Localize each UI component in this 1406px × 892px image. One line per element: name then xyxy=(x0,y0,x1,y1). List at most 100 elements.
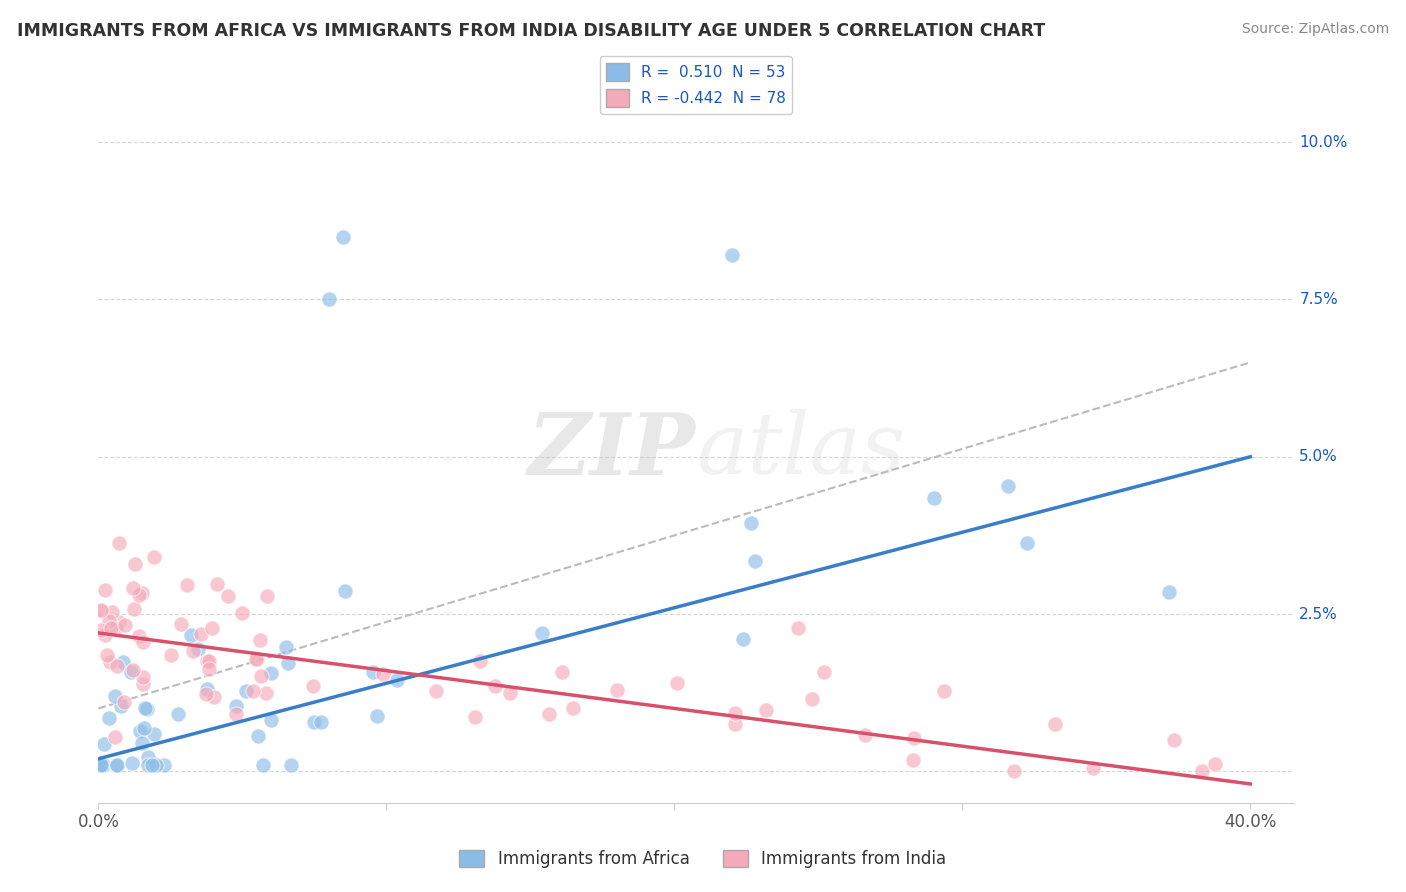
Point xyxy=(366,709,388,723)
Point xyxy=(231,606,253,620)
Point xyxy=(190,627,212,641)
Text: atlas: atlas xyxy=(696,409,905,491)
Point xyxy=(197,682,219,697)
Point xyxy=(256,589,278,603)
Text: 10.0%: 10.0% xyxy=(1299,135,1348,150)
Point xyxy=(1191,764,1213,779)
Point xyxy=(100,621,122,635)
Point xyxy=(132,721,155,735)
Point xyxy=(205,577,228,591)
Point xyxy=(120,665,142,679)
Point xyxy=(254,686,277,700)
Point xyxy=(531,626,554,640)
Legend: Immigrants from Africa, Immigrants from India: Immigrants from Africa, Immigrants from … xyxy=(453,843,953,875)
Point xyxy=(104,731,127,745)
Point xyxy=(235,683,257,698)
Point xyxy=(1015,536,1038,550)
Point xyxy=(755,703,778,717)
Point xyxy=(132,677,155,691)
Point xyxy=(252,758,274,772)
Point xyxy=(160,648,183,662)
Point xyxy=(105,758,128,772)
Point xyxy=(138,749,160,764)
Point xyxy=(136,702,159,716)
Point xyxy=(1043,717,1066,731)
Point xyxy=(90,603,112,617)
Point xyxy=(318,293,340,307)
Point xyxy=(225,706,247,721)
Point xyxy=(332,229,354,244)
Point xyxy=(153,758,176,772)
Text: 5.0%: 5.0% xyxy=(1299,450,1339,464)
Point xyxy=(111,655,134,669)
Point xyxy=(110,698,132,713)
Point xyxy=(537,706,560,721)
Point xyxy=(198,662,221,676)
Point xyxy=(90,758,112,772)
Point xyxy=(724,717,747,731)
Point xyxy=(108,536,131,550)
Point xyxy=(202,690,225,705)
Point xyxy=(97,711,120,725)
Point xyxy=(121,756,143,770)
Point xyxy=(499,686,522,700)
Point xyxy=(225,699,247,714)
Point xyxy=(94,628,117,642)
Point xyxy=(93,758,115,772)
Point xyxy=(740,516,762,531)
Point xyxy=(280,758,302,772)
Point xyxy=(94,582,117,597)
Point xyxy=(903,731,925,745)
Point xyxy=(90,604,112,618)
Point xyxy=(464,710,486,724)
Point xyxy=(132,635,155,649)
Point xyxy=(1204,757,1226,772)
Point xyxy=(201,621,224,635)
Point xyxy=(733,632,755,647)
Point xyxy=(1159,585,1181,599)
Point xyxy=(924,491,946,506)
Point xyxy=(134,701,156,715)
Point xyxy=(90,623,112,637)
Text: 2.5%: 2.5% xyxy=(1299,607,1339,622)
Point xyxy=(108,615,131,629)
Point xyxy=(132,670,155,684)
Point xyxy=(249,632,271,647)
Point xyxy=(195,654,218,668)
Point xyxy=(903,753,925,767)
Point xyxy=(122,581,145,595)
Point xyxy=(246,652,269,666)
Point xyxy=(260,666,283,681)
Point xyxy=(724,706,747,721)
Point xyxy=(167,706,190,721)
Point xyxy=(104,758,127,772)
Point xyxy=(91,758,114,772)
Point xyxy=(122,663,145,677)
Point xyxy=(194,687,217,701)
Point xyxy=(112,694,135,708)
Point xyxy=(721,248,744,262)
Point xyxy=(187,642,209,657)
Point xyxy=(101,605,124,619)
Point xyxy=(217,589,239,603)
Point xyxy=(551,665,574,679)
Point xyxy=(468,654,491,668)
Point xyxy=(246,729,269,743)
Point xyxy=(276,640,298,655)
Point xyxy=(176,578,198,592)
Point xyxy=(997,478,1019,492)
Text: ZIP: ZIP xyxy=(529,409,696,492)
Point xyxy=(242,684,264,698)
Point xyxy=(1163,733,1185,747)
Point xyxy=(128,588,150,602)
Point xyxy=(128,629,150,643)
Point xyxy=(98,655,121,669)
Point xyxy=(744,554,766,568)
Point xyxy=(786,621,808,635)
Text: IMMIGRANTS FROM AFRICA VS IMMIGRANTS FROM INDIA DISABILITY AGE UNDER 5 CORRELATI: IMMIGRANTS FROM AFRICA VS IMMIGRANTS FRO… xyxy=(17,22,1045,40)
Point xyxy=(114,618,136,632)
Point xyxy=(801,692,824,706)
Point xyxy=(813,665,835,679)
Point xyxy=(277,656,299,670)
Point xyxy=(335,584,357,599)
